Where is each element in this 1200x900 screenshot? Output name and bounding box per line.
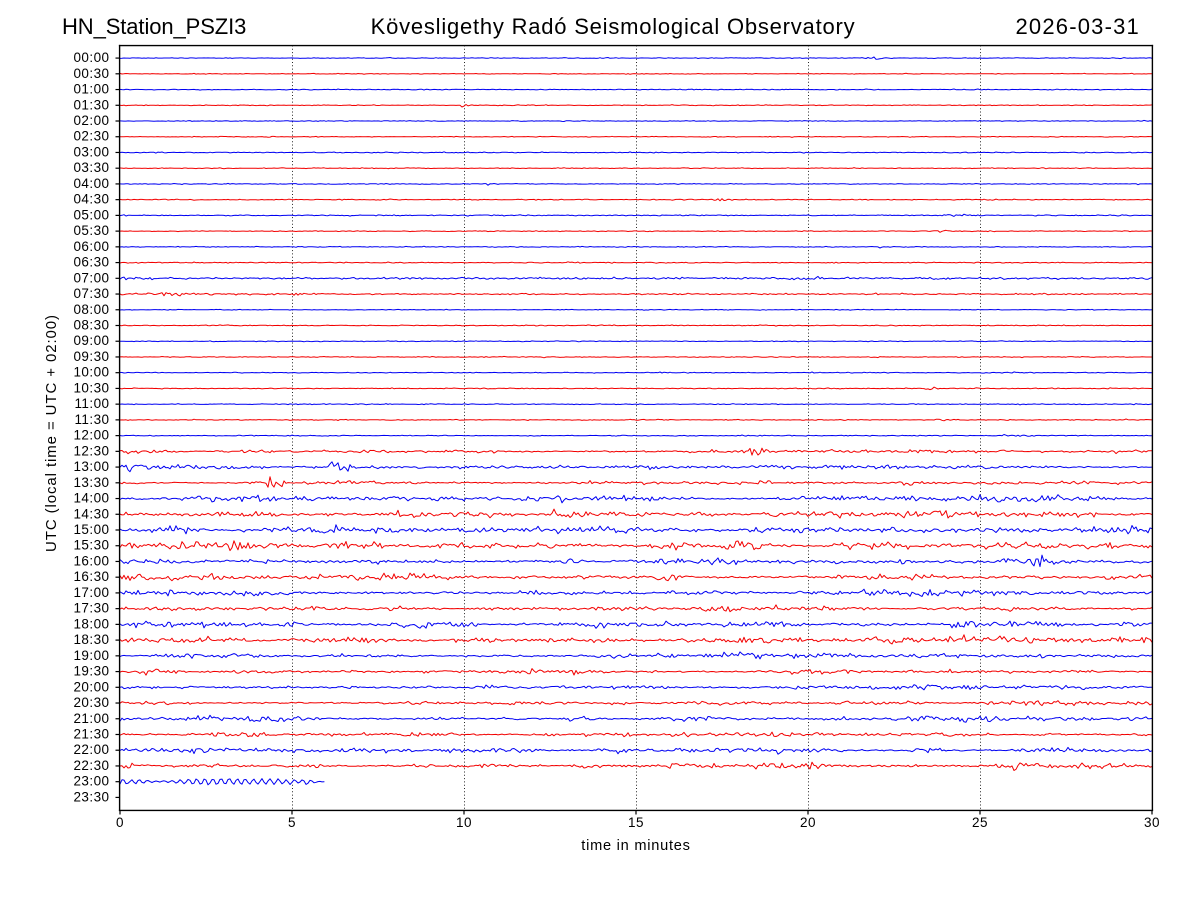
svg-text:09:00: 09:00	[73, 333, 109, 348]
svg-text:00:00: 00:00	[73, 50, 109, 65]
svg-text:22:30: 22:30	[73, 758, 109, 773]
svg-text:2026-03-31: 2026-03-31	[1015, 14, 1140, 39]
svg-text:UTC (local time = UTC + 02:00): UTC (local time = UTC + 02:00)	[43, 314, 60, 552]
svg-text:10:30: 10:30	[73, 380, 109, 395]
svg-text:time in minutes: time in minutes	[581, 838, 690, 854]
svg-text:03:30: 03:30	[73, 160, 109, 175]
svg-text:21:30: 21:30	[73, 726, 109, 741]
svg-text:5: 5	[288, 815, 296, 830]
svg-text:01:00: 01:00	[73, 82, 109, 97]
svg-text:18:00: 18:00	[73, 616, 109, 631]
svg-text:Kövesligethy Radó Seismologica: Kövesligethy Radó Seismological Observat…	[371, 14, 856, 39]
svg-text:15:30: 15:30	[73, 538, 109, 553]
svg-text:16:30: 16:30	[73, 569, 109, 584]
svg-text:04:30: 04:30	[73, 192, 109, 207]
svg-text:08:30: 08:30	[73, 318, 109, 333]
svg-text:15: 15	[628, 815, 644, 830]
svg-text:22:00: 22:00	[73, 742, 109, 757]
svg-text:11:30: 11:30	[74, 412, 109, 427]
svg-text:01:30: 01:30	[73, 97, 109, 112]
svg-text:HN_Station_PSZI3: HN_Station_PSZI3	[62, 14, 246, 39]
svg-text:20:00: 20:00	[73, 679, 109, 694]
svg-text:17:30: 17:30	[73, 601, 109, 616]
svg-text:12:00: 12:00	[73, 428, 109, 443]
svg-text:30: 30	[1144, 815, 1160, 830]
svg-text:02:00: 02:00	[73, 113, 109, 128]
svg-text:0: 0	[116, 815, 124, 830]
svg-text:13:30: 13:30	[73, 475, 109, 490]
svg-text:12:30: 12:30	[73, 443, 109, 458]
svg-text:04:00: 04:00	[73, 176, 109, 191]
svg-text:10:00: 10:00	[73, 365, 109, 380]
svg-text:05:00: 05:00	[73, 207, 109, 222]
svg-text:21:00: 21:00	[73, 711, 109, 726]
svg-text:10: 10	[456, 815, 472, 830]
svg-text:07:00: 07:00	[73, 270, 109, 285]
svg-text:16:00: 16:00	[73, 553, 109, 568]
svg-text:18:30: 18:30	[73, 632, 109, 647]
svg-text:25: 25	[972, 815, 988, 830]
svg-text:20:30: 20:30	[73, 695, 109, 710]
svg-text:17:00: 17:00	[73, 585, 109, 600]
svg-text:15:00: 15:00	[73, 522, 109, 537]
svg-text:14:00: 14:00	[73, 491, 109, 506]
svg-text:23:30: 23:30	[73, 789, 109, 804]
svg-text:14:30: 14:30	[73, 506, 109, 521]
svg-text:03:00: 03:00	[73, 144, 109, 159]
svg-text:11:00: 11:00	[74, 396, 109, 411]
svg-text:20: 20	[800, 815, 816, 830]
svg-text:13:00: 13:00	[73, 459, 109, 474]
svg-text:07:30: 07:30	[73, 286, 109, 301]
svg-text:06:00: 06:00	[73, 239, 109, 254]
svg-text:06:30: 06:30	[73, 255, 109, 270]
svg-text:00:30: 00:30	[73, 66, 109, 81]
svg-text:19:00: 19:00	[73, 648, 109, 663]
svg-text:08:00: 08:00	[73, 302, 109, 317]
svg-text:23:00: 23:00	[73, 774, 109, 789]
svg-text:19:30: 19:30	[73, 664, 109, 679]
svg-text:09:30: 09:30	[73, 349, 109, 364]
svg-text:02:30: 02:30	[73, 129, 109, 144]
svg-text:05:30: 05:30	[73, 223, 109, 238]
